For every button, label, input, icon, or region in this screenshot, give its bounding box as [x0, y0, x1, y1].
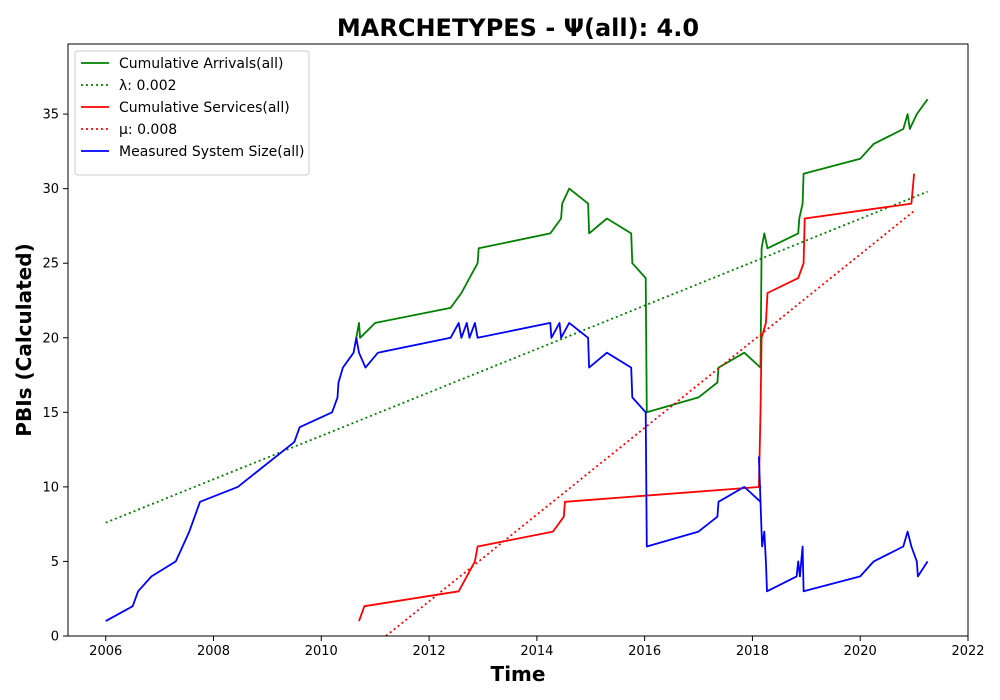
x-tick-label: 2018 [736, 644, 769, 659]
legend: Cumulative Arrivals(all) λ: 0.002 Cumulati… [74, 50, 310, 176]
legend-label: Cumulative Services(all) [119, 100, 290, 116]
legend-label: Measured System Size(all) [119, 144, 305, 160]
x-tick-label: 2006 [89, 644, 122, 659]
legend-label: μ: 0.008 [119, 122, 177, 138]
x-axis: 2006 2008 2010 2012 2014 2016 2018 2020 2022 [89, 636, 985, 659]
y-axis-label: PBIs (Calculated) [12, 243, 36, 436]
x-tick-label: 2012 [413, 644, 446, 659]
series-line-measured-system-size-all [105, 321, 929, 622]
x-axis-label: Time [491, 662, 546, 686]
y-tick-label: 25 [42, 257, 59, 272]
y-tick-label: 10 [42, 480, 59, 495]
x-tick-label: 2014 [520, 644, 553, 659]
x-tick-label: 2010 [305, 644, 338, 659]
y-tick-label: 15 [42, 406, 59, 421]
y-tick-label: 35 [42, 108, 59, 123]
series-line-cumulative-arrivals-all [355, 98, 929, 414]
plot-area [67, 43, 969, 637]
x-tick-label: 2008 [197, 644, 230, 659]
y-axis: 0 5 10 15 20 25 30 35 [42, 108, 68, 645]
y-tick-label: 5 [51, 555, 59, 570]
y-tick-label: 30 [42, 182, 59, 197]
legend-label: λ: 0.002 [119, 78, 177, 94]
series-group [105, 98, 929, 636]
series-line-cumulative-services-all [358, 173, 915, 622]
legend-label: Cumulative Arrivals(all) [119, 56, 283, 72]
y-tick-label: 0 [51, 630, 59, 645]
x-tick-label: 2022 [951, 644, 984, 659]
chart-title: MARCHETYPES - Ψ(all): 4.0 [337, 14, 699, 42]
plot-frame [67, 43, 969, 637]
legend-box [74, 50, 310, 176]
x-tick-label: 2020 [844, 644, 877, 659]
x-tick-label: 2016 [628, 644, 661, 659]
y-tick-label: 20 [42, 331, 59, 346]
